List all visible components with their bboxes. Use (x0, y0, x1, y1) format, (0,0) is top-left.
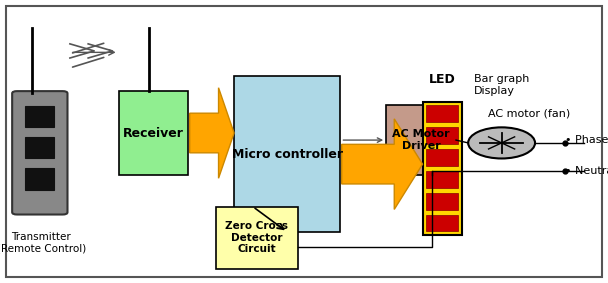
Bar (216, 207, 298, 269)
Text: AC Motor
Driver: AC Motor Driver (392, 129, 450, 151)
Bar (25, 168, 55, 190)
FancyBboxPatch shape (12, 91, 67, 215)
Bar (426, 149, 458, 166)
Bar (386, 105, 456, 175)
Text: AC motor (fan): AC motor (fan) (488, 108, 570, 118)
Bar (234, 76, 340, 232)
Bar (25, 106, 55, 127)
FancyBboxPatch shape (6, 6, 602, 277)
Text: • Neutral: • Neutral (565, 166, 608, 176)
Bar (426, 171, 458, 188)
Text: Receiver: Receiver (123, 127, 184, 140)
Text: LED: LED (429, 73, 455, 86)
Bar (119, 91, 188, 175)
Bar (25, 137, 55, 158)
Text: • Phase: • Phase (565, 135, 608, 145)
Text: Bar graph
Display: Bar graph Display (474, 74, 530, 96)
Bar (426, 193, 458, 210)
Polygon shape (342, 119, 423, 209)
Bar (426, 127, 458, 144)
Bar (426, 105, 458, 122)
Circle shape (468, 127, 535, 158)
Text: Transmitter
(Remote Control): Transmitter (Remote Control) (0, 232, 86, 254)
Text: Micro controller: Micro controller (232, 148, 343, 161)
Polygon shape (190, 88, 234, 178)
Bar (426, 215, 458, 231)
Text: Zero Cross
Detector
Circuit: Zero Cross Detector Circuit (226, 221, 288, 254)
Bar (423, 102, 462, 235)
